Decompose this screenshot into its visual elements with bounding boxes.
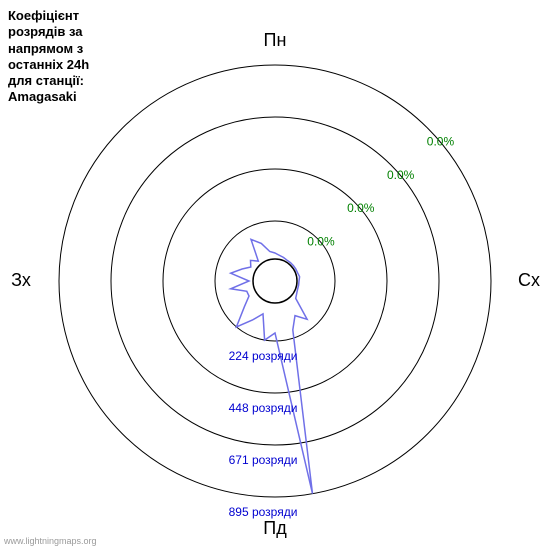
ring-count-label: 671 розряди — [229, 453, 298, 467]
center-hole — [253, 259, 297, 303]
cardinal-north: Пн — [264, 30, 287, 50]
cardinal-east: Сх — [518, 270, 540, 290]
ring-percent-label: 0.0% — [307, 235, 335, 249]
polar-chart-svg: 0.0% 0.0% 0.0% 0.0% 224 розряди 448 розряди 67… — [0, 0, 550, 550]
footer-link[interactable]: www.lightningmaps.org — [4, 536, 97, 546]
ring-percent-label: 0.0% — [347, 201, 375, 215]
ring-count-label: 448 розряди — [229, 401, 298, 415]
cardinal-south: Пд — [263, 518, 287, 538]
cardinal-west: Зх — [11, 270, 31, 290]
ring-percent-label: 0.0% — [427, 134, 455, 148]
polar-chart-container: Коефіцієнт розрядів за напрямом з останн… — [0, 0, 550, 550]
ring-percent-label: 0.0% — [387, 168, 415, 182]
ring-count-label: 895 розряди — [229, 505, 298, 519]
ring-count-label: 224 розряди — [229, 349, 298, 363]
